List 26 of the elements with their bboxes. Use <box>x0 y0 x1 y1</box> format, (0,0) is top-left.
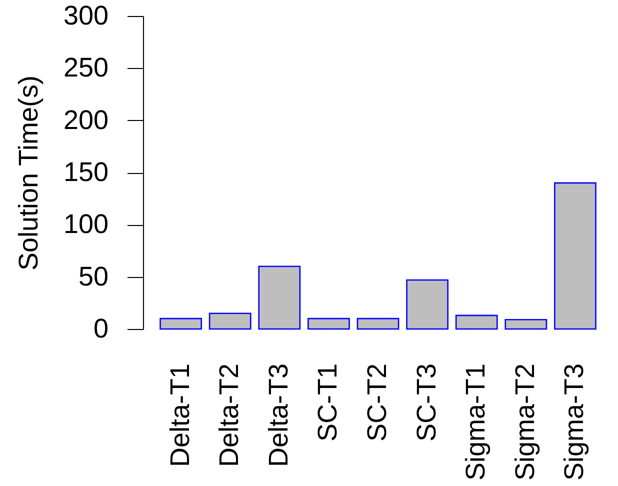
bar <box>554 182 596 330</box>
x-tick-label: Sigma-T2 <box>510 364 540 481</box>
y-axis-title: Solution Time(s) <box>13 75 44 271</box>
y-tick-label: 50 <box>78 261 108 292</box>
y-tick-label: 150 <box>63 157 108 187</box>
y-tick-label: 200 <box>63 104 108 135</box>
x-tick-label: Delta-T2 <box>214 364 244 468</box>
bar <box>504 318 548 330</box>
x-tick-label: SC-T3 <box>411 364 442 442</box>
x-tick-label: Delta-T3 <box>263 364 294 468</box>
bar <box>308 318 350 330</box>
bar <box>208 312 252 330</box>
bar <box>406 279 448 330</box>
bar <box>356 318 400 330</box>
y-tick-label: 300 <box>63 0 108 30</box>
y-tick-label: 250 <box>63 52 108 83</box>
x-tick-label: Sigma-T1 <box>460 364 491 481</box>
y-tick-label: 100 <box>63 209 108 240</box>
bar <box>258 266 301 330</box>
y-tick-label: 0 <box>93 314 108 344</box>
x-tick-label: SC-T1 <box>312 364 343 442</box>
bar <box>160 318 202 330</box>
bar <box>455 314 498 330</box>
x-tick-label: Sigma-T3 <box>559 364 590 481</box>
x-tick-label: Delta-T1 <box>164 364 195 468</box>
x-tick-label: SC-T2 <box>362 364 392 442</box>
